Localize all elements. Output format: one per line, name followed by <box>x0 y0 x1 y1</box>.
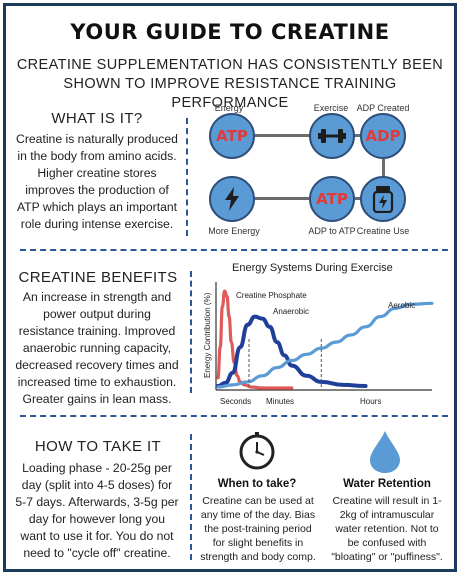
clock-icon <box>239 432 275 470</box>
series-label-creatine-phosphate: Creatine Phosphate <box>236 291 307 300</box>
text-line: need to "cycle off" creatine. <box>23 546 171 560</box>
node-more-energy <box>209 176 255 222</box>
water-text: Creatine will result in 1- 2kg of intram… <box>322 494 452 564</box>
node-energy: ATP <box>209 113 255 159</box>
water-heading: Water Retention <box>343 478 431 490</box>
divider-vertical <box>186 118 188 236</box>
divider-vertical <box>190 271 192 393</box>
y-axis-label: Energy Contribution (%) <box>203 292 212 378</box>
text-line: role during intense exercise. <box>20 217 174 231</box>
atp-text: ATP <box>216 127 248 145</box>
water-drop-icon <box>370 431 400 473</box>
connector <box>382 156 385 178</box>
text-line: An increase in strength and <box>22 290 172 304</box>
text-line: "bloating" or "puffiness". <box>331 551 443 563</box>
connector <box>252 197 312 200</box>
when-text: Creatine can be used at any time of the … <box>194 494 322 564</box>
text-line: Creatine is naturally produced <box>16 132 178 146</box>
text-line: Creatine will result in 1- <box>332 495 442 507</box>
text-line: in the body from amino acids. <box>17 149 177 163</box>
text-line: the post-training period <box>204 523 312 535</box>
what-text: Creatine is naturally produced in the bo… <box>10 131 184 233</box>
text-line: ATP which plays an important <box>16 200 178 214</box>
text-line: Creatine can be used at <box>202 495 314 507</box>
text-line: for slight benefits in <box>212 537 304 549</box>
series-label-anaerobic: Anaerobic <box>273 307 309 316</box>
page-subtitle: CREATINE SUPPLEMENTATION HAS CONSISTENTL… <box>16 56 444 113</box>
subtitle-line: SHOWN TO IMPROVE RESISTANCE TRAINING PER… <box>63 76 397 111</box>
series-line-aerobic <box>216 301 434 389</box>
text-line: improves the production of <box>25 183 169 197</box>
text-line: water retention. Not to <box>335 523 439 535</box>
adp-text: ADP <box>365 127 401 145</box>
howto-text: Loading phase - 20-25g per day (split in… <box>8 460 186 562</box>
text-line: want to use it for. You do not <box>20 529 174 543</box>
node-adp-created: ADP <box>360 113 406 159</box>
x-tick-label-seconds: Seconds <box>220 397 251 406</box>
node-label-exercise: Exercise <box>313 103 349 113</box>
node-exercise <box>309 113 355 159</box>
text-line: power output during <box>43 307 151 321</box>
page-title: YOUR GUIDE TO CREATINE <box>70 20 390 44</box>
series-label-aerobic: Aerobic <box>388 301 415 310</box>
x-tick-label-hours: Hours <box>360 397 381 406</box>
supplement-jar-icon <box>372 186 394 213</box>
text-line: day for however long you <box>28 512 166 526</box>
subtitle-line: CREATINE SUPPLEMENTATION HAS CONSISTENTL… <box>16 57 444 73</box>
node-label-adp-created: ADP Created <box>356 103 410 113</box>
text-line: any time of the day. Bias <box>200 509 316 521</box>
node-label-energy: Energy <box>214 103 244 113</box>
what-heading: WHAT IS IT? <box>51 110 143 127</box>
infographic: YOUR GUIDE TO CREATINE CREATINE SUPPLEME… <box>3 3 457 572</box>
connector <box>252 134 312 137</box>
text-line: Greater gains in lean mass. <box>22 392 172 406</box>
text-line: 5-7 days. Afterwards, 3-5g per <box>15 495 179 509</box>
text-line: be confused with <box>347 537 427 549</box>
text-line: decreased recovery times and <box>15 358 179 372</box>
text-line: 2kg of intramuscular <box>339 509 435 521</box>
node-adp-to-atp: ATP <box>309 176 355 222</box>
series-line-anaerobic <box>216 314 368 388</box>
text-line: resistance training. Improved <box>18 324 176 338</box>
label-layer: Creatine Phosphate Anaerobic Aerobic Second… <box>220 291 415 406</box>
node-label-creatine-use: Creatine Use <box>356 226 410 236</box>
dumbbell-icon <box>318 129 346 143</box>
x-tick-label-minutes: Minutes <box>266 397 294 406</box>
series-layer <box>216 289 434 390</box>
divider-vertical <box>190 434 192 560</box>
howto-heading: HOW TO TAKE IT <box>34 438 162 455</box>
text-line: Higher creatine stores <box>37 166 157 180</box>
text-line: increased time to exhaustion. <box>17 375 177 389</box>
section-divider <box>20 249 448 251</box>
node-creatine-use <box>360 176 406 222</box>
text-line: Loading phase - 20-25g per <box>22 461 172 475</box>
atp-text: ATP <box>316 190 348 208</box>
section-divider <box>20 415 448 417</box>
text-line: anaerobic running capacity, <box>22 341 172 355</box>
node-label-adp-to-atp: ADP to ATP <box>308 226 356 236</box>
text-line: strength and body comp. <box>200 551 316 563</box>
when-heading: When to take? <box>217 478 297 490</box>
energy-systems-chart: Energy Contribution (%) Creatine Phospha… <box>203 282 434 406</box>
lightning-icon <box>225 187 239 211</box>
benefits-text: An increase in strength and power output… <box>8 289 186 408</box>
chart-title: Energy Systems During Exercise <box>232 262 393 274</box>
benefits-heading: CREATINE BENEFITS <box>18 269 178 286</box>
text-line: day (split into 4-5 doses) for <box>21 478 173 492</box>
node-label-more-energy: More Energy <box>208 226 260 236</box>
